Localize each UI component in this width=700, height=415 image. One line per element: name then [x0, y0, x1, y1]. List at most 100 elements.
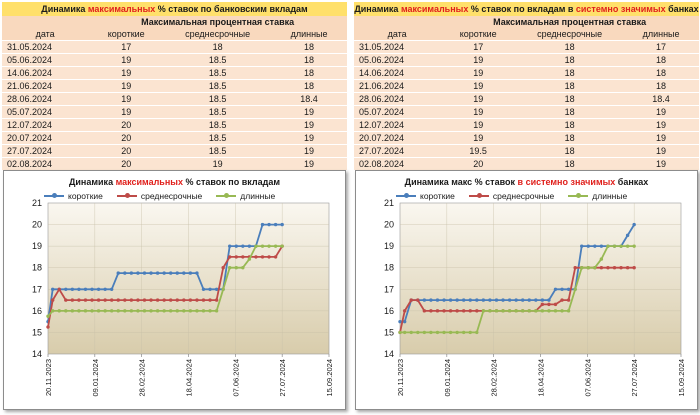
- data-point-long: [494, 309, 499, 313]
- data-point-medium: [149, 298, 153, 302]
- data-point-long: [481, 309, 486, 313]
- x-tick-label: 20.11.2023: [396, 359, 405, 396]
- data-point-short: [109, 287, 114, 291]
- data-point-short: [553, 287, 558, 291]
- rate-cell: 18.5: [164, 66, 272, 80]
- data-point-short: [64, 287, 68, 291]
- rate-cell: 18: [516, 40, 624, 54]
- rate-cell: 20: [88, 131, 165, 145]
- data-point-long: [547, 309, 551, 313]
- y-tick-label: 17: [32, 284, 42, 294]
- rate-cell: 18: [516, 66, 624, 80]
- rate-cell: 19: [623, 118, 699, 132]
- data-point-long: [123, 309, 127, 313]
- data-point-medium: [547, 302, 551, 307]
- rate-cell: 19: [440, 92, 517, 106]
- table-row: 14.06.2024 19 18 18: [354, 66, 699, 80]
- table-row: 12.07.2024 19 18 19: [354, 118, 699, 132]
- data-point-long: [182, 309, 186, 313]
- rate-cell: 18: [516, 92, 624, 106]
- legend-item-short: короткие: [44, 191, 103, 201]
- y-tick-label: 18: [32, 263, 42, 273]
- data-point-long: [50, 309, 55, 313]
- rate-cell: 18: [516, 144, 624, 158]
- data-point-short: [593, 244, 597, 248]
- data-point-short: [527, 298, 531, 302]
- rate-cell: 18: [516, 118, 624, 132]
- data-point-short: [566, 287, 571, 291]
- date-cell: 02.08.2024: [354, 157, 441, 171]
- date-cell: 05.06.2024: [2, 53, 89, 67]
- x-tick-label: 07.06.2024: [231, 359, 240, 397]
- data-point-short: [494, 298, 499, 302]
- rate-cell: 18.5: [164, 79, 272, 93]
- data-point-short: [488, 298, 492, 302]
- table-row: 21.06.2024 19 18.5 18: [2, 79, 347, 93]
- data-point-long: [619, 244, 623, 248]
- data-point-short: [247, 244, 252, 248]
- column-header: среднесрочные: [516, 28, 624, 41]
- rate-cell: 19: [164, 157, 272, 171]
- data-point-medium: [142, 298, 147, 302]
- data-point-long: [409, 330, 413, 335]
- x-tick-label: 27.07.2024: [630, 359, 639, 397]
- data-point-long: [90, 309, 94, 313]
- data-point-long: [422, 330, 427, 335]
- date-cell: 28.06.2024: [354, 92, 441, 106]
- rate-cell: 19: [271, 144, 347, 158]
- data-point-long: [280, 244, 284, 248]
- rate-cell: 18.4: [271, 92, 347, 106]
- data-point-long: [201, 309, 206, 313]
- data-point-long: [241, 266, 245, 270]
- date-cell: 31.05.2024: [354, 40, 441, 54]
- x-tick-label: 09.01.2024: [443, 359, 452, 397]
- rate-cell: 18: [516, 105, 624, 119]
- rate-cell: 19: [88, 92, 165, 106]
- data-point-short: [435, 298, 440, 302]
- x-tick-label: 27.07.2024: [278, 359, 287, 397]
- data-point-short: [625, 233, 630, 238]
- data-point-medium: [442, 309, 446, 313]
- rate-cell: 19: [88, 53, 165, 67]
- data-point-long: [593, 266, 597, 270]
- rate-cell: 18.5: [164, 105, 272, 119]
- data-point-long: [488, 309, 492, 313]
- data-point-long: [566, 309, 571, 313]
- date-cell: 31.05.2024: [2, 40, 89, 54]
- data-point-long: [103, 309, 107, 313]
- rate-cell: 18: [164, 40, 272, 54]
- data-point-long: [260, 244, 265, 248]
- data-point-long: [247, 257, 252, 261]
- rate-cell: 19: [440, 66, 517, 80]
- rate-cell: 20: [88, 118, 165, 132]
- table-row: 12.07.2024 20 18.5 19: [2, 118, 347, 132]
- data-point-medium: [632, 266, 636, 270]
- data-point-long: [586, 266, 590, 270]
- data-point-short: [632, 222, 636, 227]
- data-point-medium: [429, 309, 433, 313]
- data-point-medium: [619, 266, 623, 270]
- data-point-medium: [83, 298, 88, 302]
- data-point-short: [280, 222, 284, 227]
- table-row: 27.07.2024 20 18.5 19: [2, 144, 347, 158]
- rates-table-all-banks: Динамика максимальных % ставок по банков…: [2, 2, 347, 171]
- rate-cell: 19: [623, 105, 699, 119]
- y-tick-label: 19: [384, 241, 394, 251]
- table-subtitle: Максимальная процентная ставка: [440, 16, 699, 29]
- data-point-short: [455, 298, 459, 302]
- data-point-medium: [116, 298, 120, 302]
- table-row: 14.06.2024 19 18.5 18: [2, 66, 347, 80]
- data-point-short: [129, 271, 134, 275]
- column-header: дата: [2, 28, 89, 41]
- rate-cell: 20: [440, 157, 517, 171]
- table-row: 21.06.2024 19 18 18: [354, 79, 699, 93]
- table-title: Динамика максимальных % ставок по банков…: [2, 2, 347, 16]
- line-chart: 14 15 16 17 18 19 20 21 20.11.2023 09.01.2024 28.0…: [32, 198, 334, 397]
- data-point-medium: [241, 255, 245, 259]
- rates-table-systemic-banks: Динамика максимальных % ставок по вклада…: [354, 2, 699, 171]
- rate-cell: 18.4: [623, 92, 699, 106]
- rate-cell: 18: [516, 53, 624, 67]
- rate-cell: 18.5: [164, 144, 272, 158]
- y-tick-label: 21: [384, 198, 394, 208]
- data-point-medium: [175, 298, 179, 302]
